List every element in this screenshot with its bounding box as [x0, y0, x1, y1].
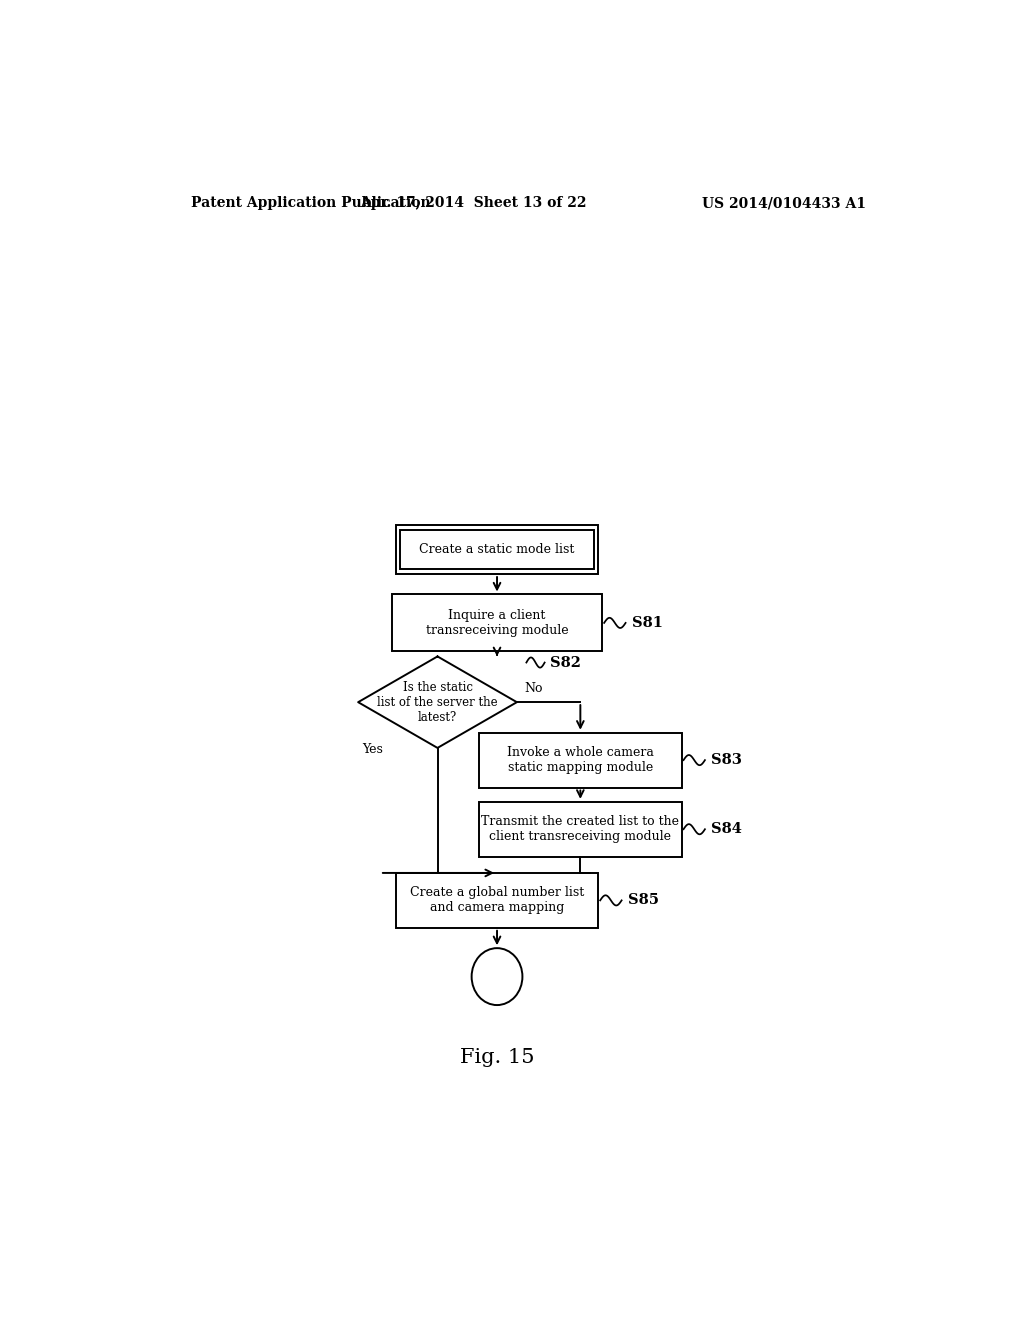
Bar	[396, 873, 598, 928]
Bar	[396, 525, 598, 574]
Text: Yes: Yes	[362, 743, 383, 756]
Bar	[392, 594, 602, 651]
Text: Create a global number list
and camera mapping: Create a global number list and camera m…	[410, 886, 584, 915]
Text: Inquire a client
transreceiving module: Inquire a client transreceiving module	[426, 609, 568, 636]
Text: Create a static mode list: Create a static mode list	[420, 544, 574, 556]
Text: No: No	[524, 682, 544, 696]
Text: Patent Application Publication: Patent Application Publication	[191, 197, 431, 210]
Bar	[399, 531, 594, 569]
Text: Apr. 17, 2014  Sheet 13 of 22: Apr. 17, 2014 Sheet 13 of 22	[360, 197, 587, 210]
Text: S85: S85	[628, 894, 659, 907]
Bar	[479, 733, 682, 788]
Text: S82: S82	[550, 656, 582, 669]
Text: Fig. 15: Fig. 15	[460, 1048, 535, 1068]
Text: Is the static
list of the server the
latest?: Is the static list of the server the lat…	[377, 681, 498, 723]
Text: S84: S84	[712, 822, 742, 837]
Text: S83: S83	[712, 754, 742, 767]
Ellipse shape	[472, 948, 522, 1005]
Bar	[479, 801, 682, 857]
Text: US 2014/0104433 A1: US 2014/0104433 A1	[702, 197, 866, 210]
Text: S81: S81	[632, 616, 663, 630]
Text: Invoke a whole camera
static mapping module: Invoke a whole camera static mapping mod…	[507, 746, 653, 774]
Text: Transmit the created list to the
client transreceiving module: Transmit the created list to the client …	[481, 816, 679, 843]
